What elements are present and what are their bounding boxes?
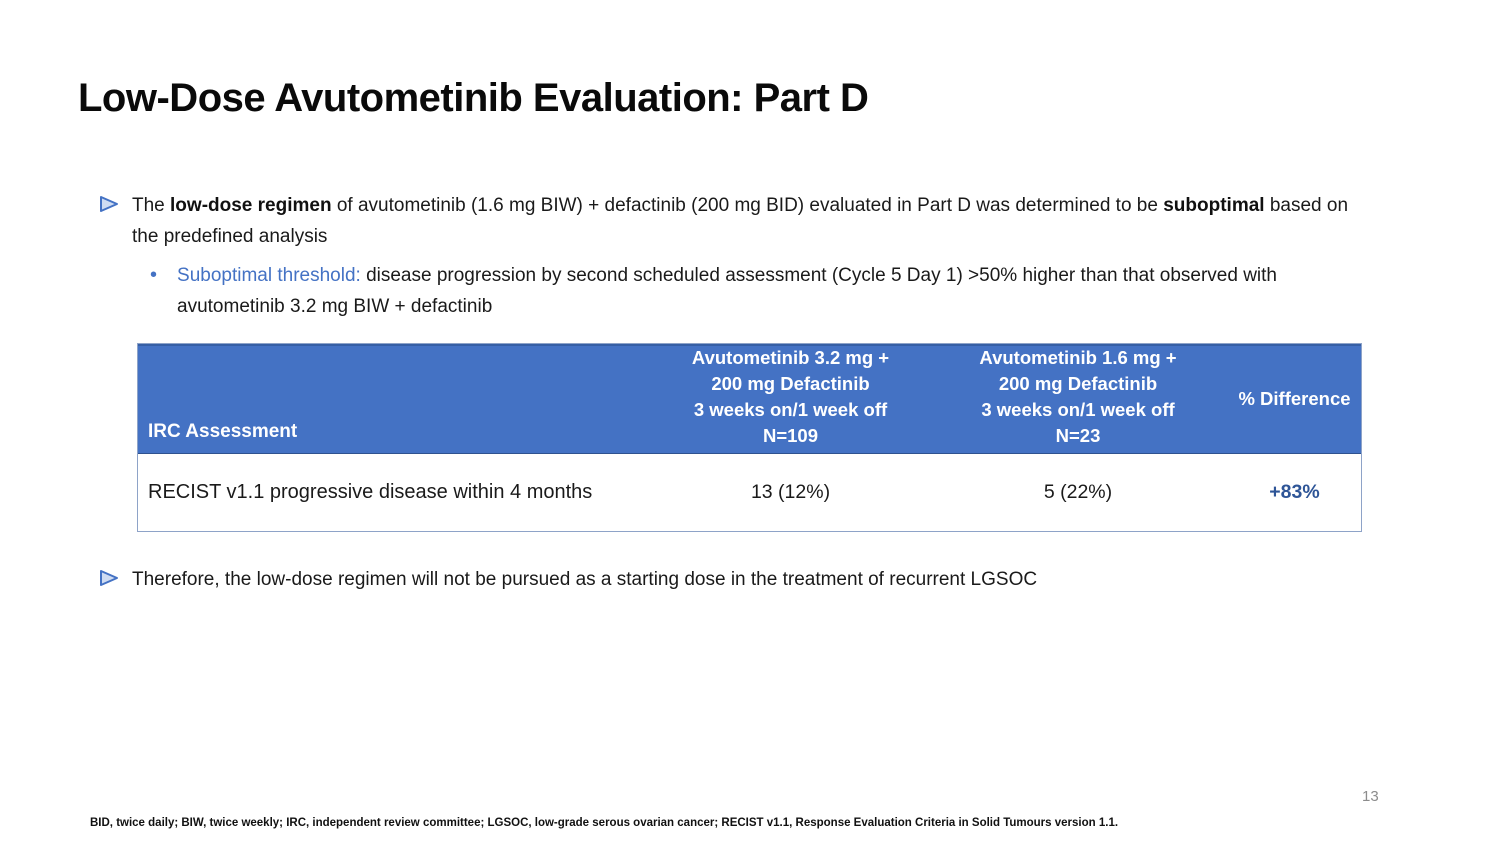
header-line: 200 mg Defactinib — [711, 373, 870, 394]
bullet-item-therefore: Therefore, the low-dose regimen will not… — [98, 564, 1398, 595]
table-header-row: IRC Assessment Avutometinib 3.2 mg + 200… — [138, 344, 1361, 454]
row-assessment-label: RECIST v1.1 progressive disease within 4… — [148, 481, 593, 503]
bullet-text: The low-dose regimen of avutometinib (1.… — [132, 190, 1368, 252]
sub-bullet-suboptimal-threshold: • Suboptimal threshold: disease progress… — [150, 260, 1380, 322]
slide-title: Low-Dose Avutometinib Evaluation: Part D — [78, 76, 869, 120]
sub-bullet-label: Suboptimal threshold: — [177, 265, 361, 286]
abbreviations-footnote: BID, twice daily; BIW, twice weekly; IRC… — [90, 817, 1119, 829]
arrowhead-bullet-icon — [100, 196, 118, 212]
bullet1-mid: of avutometinib (1.6 mg BIW) + defactini… — [331, 195, 1164, 216]
sub-bullet-text: Suboptimal threshold: disease progressio… — [177, 260, 1352, 322]
header-line: N=109 — [762, 425, 819, 446]
table-header-avutometinib-1-6: Avutometinib 1.6 mg + 200 mg Defactinib … — [928, 344, 1228, 453]
row-value-percent-difference: +83% — [1269, 481, 1320, 503]
row-value-1-6mg: 5 (22%) — [1043, 481, 1113, 503]
header-line: Avutometinib 1.6 mg + — [979, 347, 1177, 368]
table-header-avutometinib-3-2: Avutometinib 3.2 mg + 200 mg Defactinib … — [653, 344, 928, 453]
bullet1-post: based on the predefined analysis — [132, 195, 1349, 247]
page-number: 13 — [1362, 788, 1379, 805]
header-line: 3 weeks on/1 week off — [693, 399, 888, 420]
header-line: Avutometinib 3.2 mg + — [691, 347, 890, 368]
bullet1-bold-suboptimal: suboptimal — [1163, 195, 1265, 216]
bullet1-pre: The — [132, 195, 171, 216]
table-row: RECIST v1.1 progressive disease within 4… — [138, 454, 1361, 531]
header-line: 200 mg Defactinib — [998, 373, 1158, 394]
irc-assessment-table: IRC Assessment Avutometinib 3.2 mg + 200… — [137, 343, 1362, 532]
arrowhead-bullet-icon — [100, 570, 118, 586]
header-line: 3 weeks on/1 week off — [981, 399, 1175, 420]
header-line: N=23 — [1055, 425, 1101, 446]
bullet1-bold-low-dose-regimen: low-dose regimen — [170, 195, 332, 216]
dot-bullet-icon: • — [150, 264, 158, 286]
row-value-3-2mg: 13 (12%) — [750, 481, 831, 503]
bullet-item-low-dose: The low-dose regimen of avutometinib (1.… — [98, 190, 1368, 252]
sub-bullet-body: disease progression by second scheduled … — [177, 265, 1277, 317]
table-header-percent-difference: % Difference — [1238, 387, 1351, 409]
bullet-text: Therefore, the low-dose regimen will not… — [132, 569, 1038, 590]
table-header-irc-assessment: IRC Assessment — [148, 421, 298, 442]
